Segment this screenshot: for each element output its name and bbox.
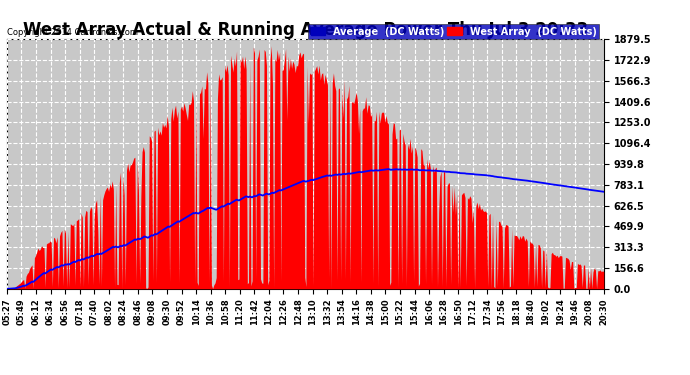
Title: West Array Actual & Running Average Power Thu Jul 3 20:33: West Array Actual & Running Average Powe…	[23, 21, 588, 39]
Legend: Average  (DC Watts), West Array  (DC Watts): Average (DC Watts), West Array (DC Watts…	[308, 24, 599, 39]
Text: Copyright 2014 Cartronics.com: Copyright 2014 Cartronics.com	[7, 28, 138, 37]
